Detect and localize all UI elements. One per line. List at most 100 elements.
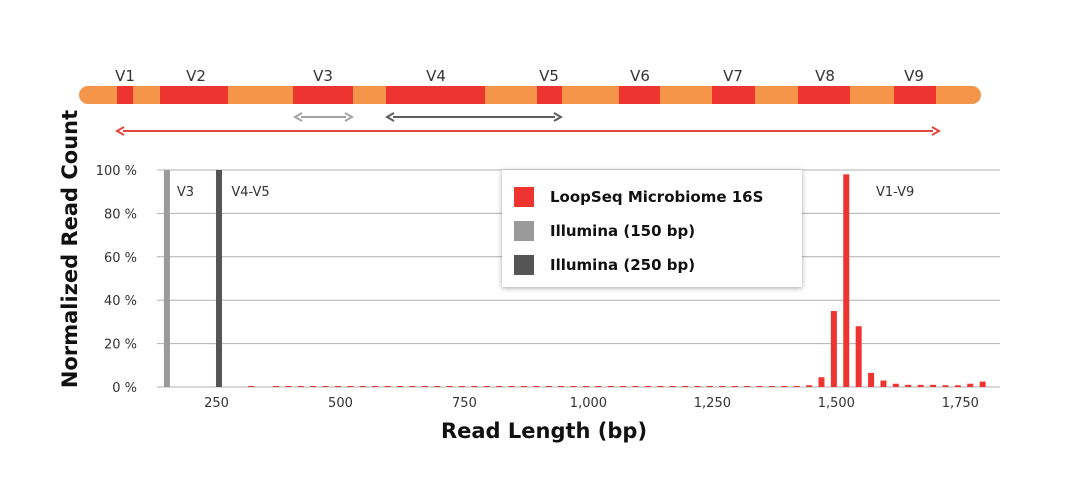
legend-label-loopseq: LoopSeq Microbiome 16S: [550, 188, 764, 206]
y-tick-label: 100 %: [96, 164, 137, 179]
y-tick-label: 80 %: [104, 207, 137, 222]
arrow-v3: [292, 112, 355, 122]
region-block-v7: [712, 86, 755, 104]
region-label-v8: V8: [815, 67, 835, 85]
bar-loopseq: [744, 386, 751, 387]
bar-loopseq: [979, 381, 986, 387]
bar-loopseq: [892, 383, 899, 387]
bars: [163, 170, 986, 387]
legend-label-illumina-250: Illumina (250 bp): [550, 256, 696, 274]
bar-loopseq: [285, 386, 292, 387]
bar-loopseq: [607, 386, 614, 387]
x-tick-label: 250: [204, 396, 229, 411]
annotations: V3 V4-V5 V1-V9: [177, 185, 914, 200]
bar-loopseq: [359, 386, 366, 387]
bar-loopseq: [657, 386, 664, 387]
bar-loopseq: [347, 386, 354, 387]
coverage-arrows: [114, 112, 942, 136]
bar-loopseq: [434, 386, 441, 387]
y-tick-labels: 0 % 20 % 40 % 60 % 80 % 100 %: [96, 164, 137, 396]
x-tick-label: 1,750: [942, 396, 979, 411]
bar-loopseq: [806, 385, 813, 387]
x-tick-labels: 250 500 750 1,000 1,250 1,500 1,750: [204, 396, 979, 411]
bar-loopseq: [843, 174, 850, 387]
bar-loopseq: [905, 384, 912, 387]
region-label-v6: V6: [630, 67, 650, 85]
bar-loopseq: [570, 386, 577, 387]
bar-loopseq: [942, 385, 949, 387]
bar-loopseq: [719, 386, 726, 387]
region-label-v9: V9: [904, 67, 924, 85]
bar-loopseq: [694, 386, 701, 387]
legend-swatch-illumina-150: [514, 221, 534, 241]
bar-loopseq: [545, 386, 552, 387]
bar-loopseq: [880, 380, 887, 387]
bar-loopseq: [384, 386, 391, 387]
region-block-v2: [160, 86, 228, 104]
region-label-v2: V2: [186, 67, 206, 85]
bar-loopseq: [632, 386, 639, 387]
bar-loopseq: [248, 386, 255, 387]
bar-illumina-250: [215, 170, 222, 387]
bar-loopseq: [669, 386, 676, 387]
region-label-v4: V4: [426, 67, 446, 85]
legend-swatch-loopseq: [514, 187, 534, 207]
bar-loopseq: [967, 383, 974, 387]
bar-loopseq: [731, 386, 738, 387]
bar-loopseq: [372, 386, 379, 387]
bar-loopseq: [917, 384, 924, 387]
bar-loopseq: [310, 386, 317, 387]
gene-diagram: V1 V2 V3 V4 V5 V6 V7 V8 V9: [79, 67, 981, 104]
region-label-v3: V3: [313, 67, 333, 85]
bar-loopseq: [483, 386, 490, 387]
region-block-v5: [537, 86, 562, 104]
region-label-v1: V1: [115, 67, 135, 85]
y-tick-label: 60 %: [104, 251, 137, 266]
region-block-v8: [798, 86, 850, 104]
bar-loopseq: [793, 385, 800, 387]
bar-loopseq: [756, 386, 763, 387]
bar-loopseq: [334, 386, 341, 387]
y-tick-label: 0 %: [112, 381, 137, 396]
bar-loopseq: [322, 386, 329, 387]
legend-item-illumina-150: Illumina (150 bp): [514, 220, 695, 242]
bar-loopseq: [458, 386, 465, 387]
x-tick-label: 750: [452, 396, 477, 411]
legend-swatch-illumina-250: [514, 255, 534, 275]
bar-loopseq: [471, 386, 478, 387]
region-block-v9: [894, 86, 936, 104]
arrow-v1-v9: [114, 126, 942, 136]
bar-loopseq: [868, 372, 875, 387]
x-tick-label: 1,250: [694, 396, 731, 411]
y-tick-label: 20 %: [104, 338, 137, 353]
bar-loopseq: [620, 386, 627, 387]
bar-loopseq: [409, 386, 416, 387]
arrow-v4-v5: [384, 112, 564, 122]
bar-loopseq: [582, 386, 589, 387]
bar-loopseq: [930, 384, 937, 387]
bar-loopseq: [446, 386, 453, 387]
bar-loopseq: [682, 386, 689, 387]
bar-loopseq: [297, 386, 304, 387]
annotation-label: V3: [177, 185, 194, 200]
region-block-v3: [293, 86, 353, 104]
annotation-label: V4-V5: [231, 185, 269, 200]
legend: LoopSeq Microbiome 16S Illumina (150 bp)…: [502, 170, 802, 287]
region-label-v5: V5: [539, 67, 559, 85]
bar-loopseq: [496, 386, 503, 387]
bar-illumina-150: [163, 170, 170, 387]
x-axis-title: Read Length (bp): [441, 419, 647, 443]
bar-loopseq: [954, 385, 961, 387]
y-axis-title: Normalized Read Count: [58, 110, 82, 388]
bar-loopseq: [533, 386, 540, 387]
legend-item-loopseq: LoopSeq Microbiome 16S: [514, 186, 763, 208]
bar-loopseq: [706, 386, 713, 387]
bar-loopseq: [421, 386, 428, 387]
x-tick-label: 1,500: [818, 396, 855, 411]
x-tick-label: 1,000: [570, 396, 607, 411]
legend-item-illumina-250: Illumina (250 bp): [514, 254, 695, 276]
region-block-v4: [386, 86, 485, 104]
region-block-v1: [117, 86, 133, 104]
bar-loopseq: [830, 311, 837, 387]
